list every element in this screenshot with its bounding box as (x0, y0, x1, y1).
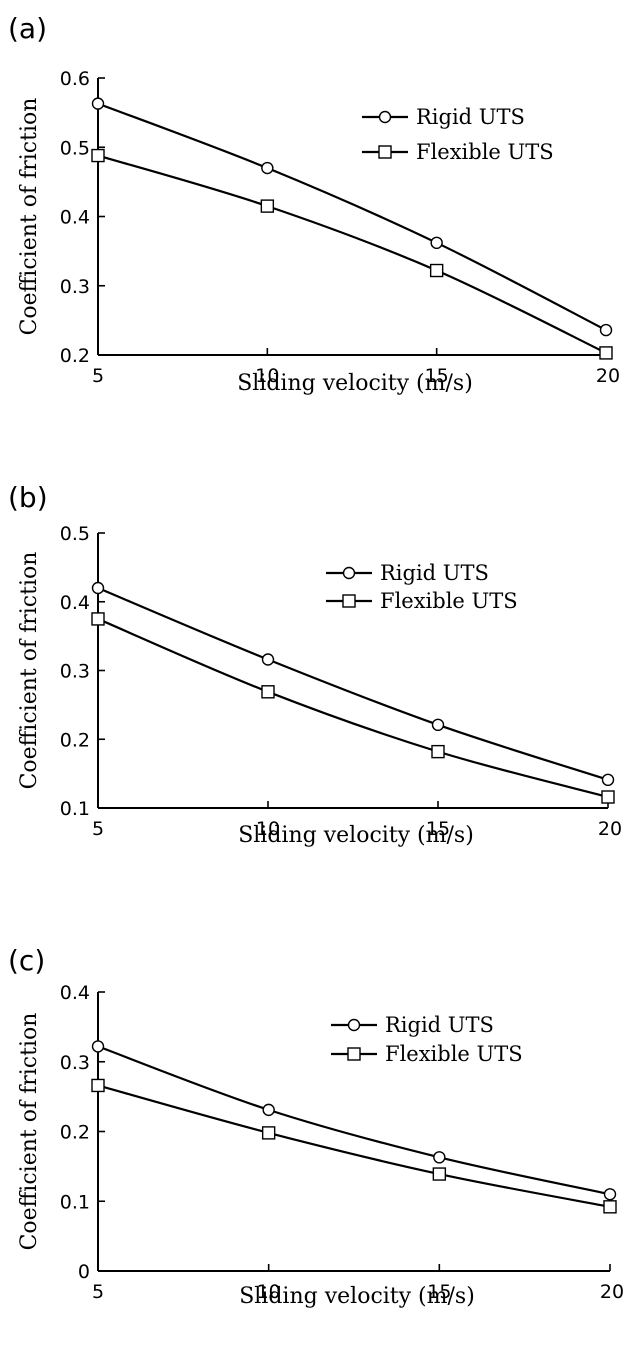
y-tick-label: 0.6 (60, 68, 90, 90)
series-flexible-uts (91, 1078, 617, 1214)
legend-marker (347, 1018, 361, 1032)
legend-label: Flexible UTS (416, 140, 554, 164)
y-tick-label: 0.3 (60, 1052, 90, 1074)
y-tick-label: 0.1 (60, 798, 90, 820)
x-tick-label: 5 (92, 818, 104, 840)
y-axis-title: Coefficient of friction (17, 98, 42, 336)
legend-marker (378, 110, 392, 124)
data-point (261, 685, 275, 699)
legend-label: Flexible UTS (385, 1042, 523, 1066)
x-tick-label: 10 (257, 1281, 281, 1303)
x-tick-label: 15 (425, 365, 449, 387)
y-tick-label: 0.3 (60, 661, 90, 683)
panel-label: (b) (8, 481, 48, 514)
y-tick-label: 0.3 (60, 276, 90, 298)
legend-item: Flexible UTS (331, 1042, 523, 1066)
legend-label: Rigid UTS (416, 105, 525, 129)
legend-label: Rigid UTS (385, 1013, 494, 1037)
y-tick-label: 0.2 (60, 1122, 90, 1144)
series-line (97, 1045, 611, 1196)
x-axis-title: Sliding velocity (m/s) (238, 823, 474, 848)
series-flexible-uts (91, 612, 615, 804)
data-point (262, 1103, 275, 1117)
data-point (91, 148, 105, 163)
legend-marker (342, 566, 356, 580)
data-point (603, 1188, 617, 1201)
x-tick-label: 20 (598, 818, 622, 840)
panel-label: (a) (8, 12, 47, 45)
y-axis-title: Coefficient of friction (17, 1013, 42, 1251)
chart-panel-3: (c) 0 0.1 0.2 0.3 0.4 5 10 15 20 Sliding velocity … (8, 944, 624, 1309)
series-line (97, 586, 609, 781)
legend: Rigid UTS Flexible UTS (326, 561, 518, 613)
series-line (97, 154, 607, 354)
data-point (260, 199, 275, 213)
data-point (432, 1167, 447, 1181)
data-point (431, 718, 445, 732)
data-point (429, 263, 444, 278)
panel-label: (c) (8, 944, 45, 977)
legend-label: Flexible UTS (380, 589, 518, 613)
x-tick-label: 20 (600, 1281, 624, 1303)
series-line (97, 102, 607, 332)
data-point (91, 1078, 105, 1093)
data-point (430, 236, 443, 250)
legend-marker (378, 145, 392, 159)
data-point (603, 1200, 617, 1214)
data-point (91, 1040, 105, 1053)
chart-panel-1: (a) 0.2 0.3 0.4 0.5 0.6 5 10 15 20 Sliding velocit… (8, 12, 620, 396)
data-point (601, 790, 615, 804)
y-tick-label: 0.4 (60, 207, 90, 229)
legend-item: Flexible UTS (362, 140, 554, 164)
y-axis-title: Coefficient of friction (17, 552, 42, 790)
x-tick-label: 5 (92, 365, 104, 387)
data-point (91, 97, 105, 110)
x-axis-title: Sliding velocity (m/s) (237, 371, 473, 396)
x-tick-label: 15 (426, 818, 450, 840)
legend-item: Rigid UTS (331, 1013, 494, 1037)
x-tick-label: 10 (256, 818, 280, 840)
y-tick-label: 0.2 (60, 345, 90, 367)
legend-marker (347, 1047, 361, 1061)
data-point (431, 744, 445, 759)
legend-label: Rigid UTS (380, 561, 489, 585)
data-point (601, 773, 615, 787)
legend: Rigid UTS Flexible UTS (331, 1013, 523, 1066)
x-tick-label: 5 (92, 1281, 104, 1303)
legend-item: Flexible UTS (326, 589, 518, 613)
x-tick-label: 20 (596, 365, 620, 387)
legend-item: Rigid UTS (326, 561, 489, 585)
series-rigid-uts (91, 1040, 617, 1201)
y-tick-label: 0.2 (60, 729, 90, 751)
series-rigid-uts (91, 581, 615, 787)
data-point (433, 1151, 446, 1164)
legend: Rigid UTS Flexible UTS (362, 105, 554, 164)
y-tick-label: 0 (78, 1261, 90, 1283)
series-flexible-uts (91, 148, 613, 360)
y-tick-label: 0.4 (60, 982, 90, 1004)
x-tick-label: 15 (427, 1281, 451, 1303)
y-tick-label: 0.5 (60, 137, 90, 159)
data-point (261, 653, 275, 666)
x-axis-title: Sliding velocity (m/s) (239, 1284, 475, 1309)
y-tick-label: 0.1 (60, 1191, 90, 1213)
data-point (599, 346, 613, 360)
series-line (97, 617, 609, 799)
data-point (261, 161, 274, 175)
legend-marker (342, 594, 356, 608)
y-tick-label: 0.5 (60, 523, 90, 545)
y-tick-label: 0.4 (60, 592, 90, 614)
data-point (599, 323, 613, 337)
chart-panel-2: (b) 0.1 0.2 0.3 0.4 0.5 5 10 15 20 Sliding velocit… (8, 481, 622, 848)
series-rigid-uts (91, 97, 613, 337)
data-point (91, 581, 105, 595)
x-tick-label: 10 (255, 365, 279, 387)
data-point (91, 612, 105, 626)
series-line (97, 1084, 611, 1208)
legend-item: Rigid UTS (362, 105, 525, 129)
data-point (261, 1126, 276, 1140)
